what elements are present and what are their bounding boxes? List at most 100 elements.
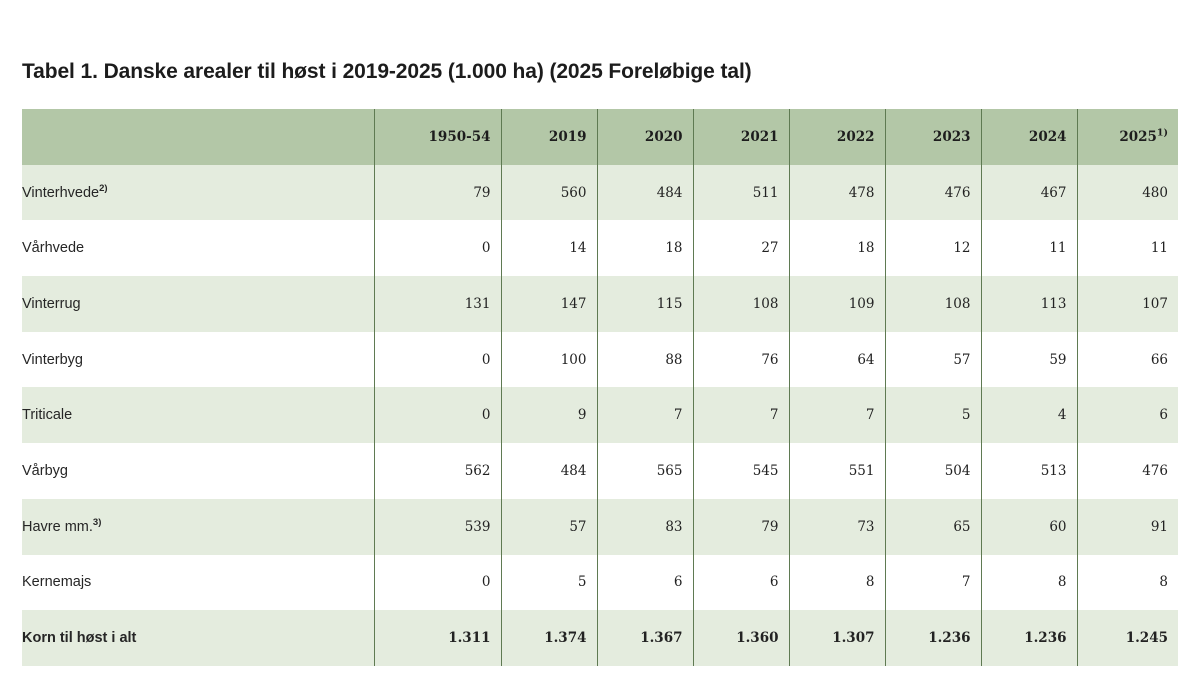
total-cell: 1.236 — [884, 610, 981, 666]
table-cell: 6 — [1076, 387, 1178, 444]
table-cell: 8 — [980, 554, 1077, 611]
table-cell: 18 — [788, 220, 885, 277]
column-header: 2024 — [980, 109, 1077, 165]
column-header: 2023 — [884, 109, 981, 165]
table-cell: 107 — [1076, 276, 1178, 332]
table-cell: 484 — [596, 164, 693, 221]
table-cell: 79 — [692, 498, 789, 555]
table-cell: 6 — [692, 554, 789, 611]
table-cell: 0 — [373, 220, 501, 277]
table-cell: 551 — [788, 443, 885, 499]
total-cell: 1.245 — [1076, 610, 1178, 666]
column-header: 2021 — [692, 109, 789, 165]
table-cell: 545 — [692, 443, 789, 499]
table-cell: 100 — [500, 331, 597, 388]
column-header: 20251) — [1076, 109, 1178, 165]
table-cell: 76 — [692, 331, 789, 388]
table-cell: 79 — [373, 164, 501, 221]
table-cell: 108 — [692, 276, 789, 332]
table-row: Havre mm.3) 539 57 83 79 73 65 60 91 — [22, 498, 1178, 555]
table-cell: 4 — [980, 387, 1077, 444]
table-cell: 18 — [596, 220, 693, 277]
table-cell: 562 — [373, 443, 501, 499]
table-cell: 5 — [884, 387, 981, 444]
total-cell: 1.236 — [980, 610, 1077, 666]
table-cell: 7 — [596, 387, 693, 444]
table-cell: 9 — [500, 387, 597, 444]
table-cell: 147 — [500, 276, 597, 332]
table-cell: 467 — [980, 164, 1077, 221]
table-cell: 57 — [500, 498, 597, 555]
table-cell: 7 — [884, 554, 981, 611]
total-row: Korn til høst i alt 1.311 1.374 1.367 1.… — [22, 610, 1178, 666]
column-header: 2019 — [500, 109, 597, 165]
table-cell: 66 — [1076, 331, 1178, 388]
table-cell: 8 — [788, 554, 885, 611]
table-cell: 476 — [884, 164, 981, 221]
table-cell: 539 — [373, 498, 501, 555]
row-label: Vårbyg — [22, 462, 68, 479]
total-cell: 1.307 — [788, 610, 885, 666]
table-cell: 57 — [884, 331, 981, 388]
total-cell: 1.360 — [692, 610, 789, 666]
table-row: Vårbyg 562 484 565 545 551 504 513 476 — [22, 443, 1178, 499]
row-label: Vårhvede — [22, 240, 85, 257]
table-cell: 91 — [1076, 498, 1178, 555]
column-header: 2022 — [788, 109, 885, 165]
table-row: Kernemajs 0 5 6 6 8 7 8 8 — [22, 554, 1178, 611]
total-cell: 1.374 — [500, 610, 597, 666]
column-header: 1950-54 — [373, 109, 501, 165]
table-cell: 12 — [884, 220, 981, 277]
row-label: Havre mm.3) — [22, 498, 374, 555]
table-cell: 484 — [500, 443, 597, 499]
table-cell: 476 — [1076, 443, 1178, 499]
table-cell: 64 — [788, 331, 885, 388]
table-cell: 131 — [373, 276, 501, 332]
table-row: Vinterrug 131 147 115 108 109 108 113 10… — [22, 276, 1178, 332]
table-cell: 6 — [596, 554, 693, 611]
table-cell: 59 — [980, 331, 1077, 388]
table-header-row: 1950-54 2019 2020 2021 2022 2023 2024 20… — [22, 109, 1178, 165]
table-cell: 60 — [980, 498, 1077, 555]
table-cell: 504 — [884, 443, 981, 499]
table-cell: 0 — [373, 554, 501, 611]
table-cell: 109 — [788, 276, 885, 332]
footnote-marker: 1) — [1156, 127, 1168, 139]
table-cell: 5 — [500, 554, 597, 611]
table-row: Vårhvede 0 14 18 27 18 12 11 11 — [22, 220, 1178, 277]
table-cell: 478 — [788, 164, 885, 221]
table-cell: 0 — [373, 331, 501, 388]
row-label: Kernemajs — [22, 574, 92, 591]
row-label: Triticale — [22, 387, 374, 444]
table-cell: 513 — [980, 443, 1077, 499]
table-cell: 115 — [596, 276, 693, 332]
table-cell: 7 — [692, 387, 789, 444]
total-cell: 1.367 — [596, 610, 693, 666]
column-header: 2020 — [596, 109, 693, 165]
table-cell: 88 — [596, 331, 693, 388]
table-cell: 0 — [373, 387, 501, 444]
table-cell: 14 — [500, 220, 597, 277]
table-cell: 8 — [1076, 554, 1178, 611]
row-label: Vinterbyg — [22, 351, 83, 368]
total-row-label: Korn til høst i alt — [22, 610, 374, 666]
table-cell: 511 — [692, 164, 789, 221]
table-row: Vinterbyg 0 100 88 76 64 57 59 66 — [22, 331, 1178, 388]
table-cell: 113 — [980, 276, 1077, 332]
table-cell: 565 — [596, 443, 693, 499]
table-cell: 480 — [1076, 164, 1178, 221]
table-cell: 73 — [788, 498, 885, 555]
footnote-marker: 2) — [99, 182, 108, 194]
total-cell: 1.311 — [373, 610, 501, 666]
table-cell: 83 — [596, 498, 693, 555]
table-cell: 65 — [884, 498, 981, 555]
row-label: Vinterrug — [22, 276, 374, 332]
footnote-marker: 3) — [92, 516, 102, 528]
table-cell: 11 — [980, 220, 1077, 277]
table-cell: 27 — [692, 220, 789, 277]
header-label-cell — [22, 109, 374, 165]
table-cell: 7 — [788, 387, 885, 444]
table-cell: 108 — [884, 276, 981, 332]
table-cell: 560 — [500, 164, 597, 221]
table-title: Tabel 1. Danske arealer til høst i 2019-… — [22, 60, 752, 83]
